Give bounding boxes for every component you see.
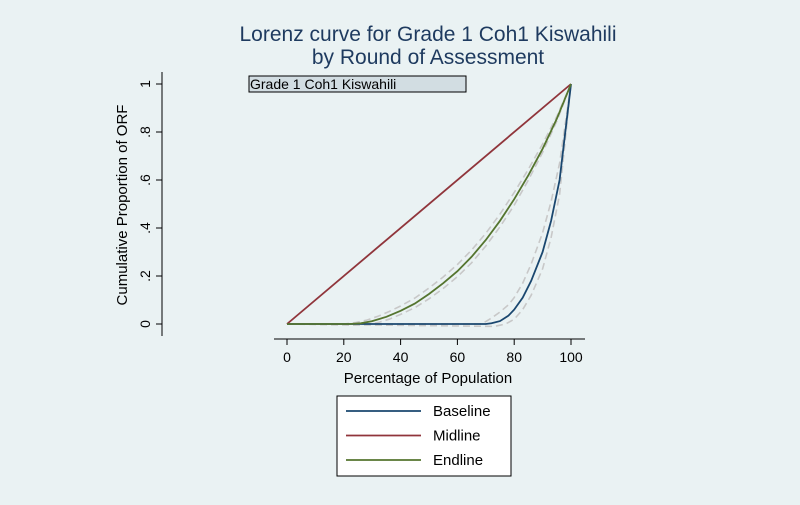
series-lines: [286, 83, 572, 325]
legend-label-midline: Midline: [433, 428, 481, 445]
x-tick-label: 100: [559, 349, 583, 365]
confidence-band-3: [286, 83, 572, 327]
chart-title-line1: Lorenz curve for Grade 1 Coh1 Kiswahili: [239, 23, 616, 46]
x-tick-label: 40: [393, 349, 409, 365]
x-axis-label: Percentage of Population: [344, 370, 512, 387]
y-tick-label: .6: [137, 174, 153, 186]
y-tick-label: .2: [137, 270, 153, 282]
confidence-bands: [286, 83, 572, 328]
chart-title-line2: by Round of Assessment: [312, 46, 544, 69]
y-tick-label: .4: [137, 222, 153, 234]
y-ticks: 0 .2 .4 .6 .8 1: [137, 80, 162, 328]
legend: Baseline Midline Endline: [346, 403, 491, 469]
series-line-midline: [286, 83, 572, 325]
series-line-endline: [287, 83, 572, 325]
subtitle-box: [248, 75, 467, 93]
y-tick-label: 1: [137, 80, 153, 88]
x-tick-label: 0: [283, 349, 291, 365]
y-tick-label: .8: [137, 126, 153, 138]
confidence-band-4: [287, 83, 572, 325]
x-ticks: 0 20 40 60 80 100: [283, 339, 583, 365]
confidence-band-1: [286, 83, 572, 328]
legend-label-endline: Endline: [433, 452, 483, 469]
x-tick-label: 20: [336, 349, 352, 365]
series-line-baseline: [287, 83, 572, 325]
y-tick-label: 0: [137, 320, 153, 328]
x-tick-label: 80: [506, 349, 522, 365]
y-axis-label: Cumulative Proportion of ORF: [114, 105, 131, 306]
legend-label-baseline: Baseline: [433, 403, 491, 420]
confidence-band-2: [287, 83, 572, 325]
subtitle-text: Grade 1 Coh1 Kiswahili: [250, 76, 396, 92]
x-tick-label: 60: [450, 349, 466, 365]
